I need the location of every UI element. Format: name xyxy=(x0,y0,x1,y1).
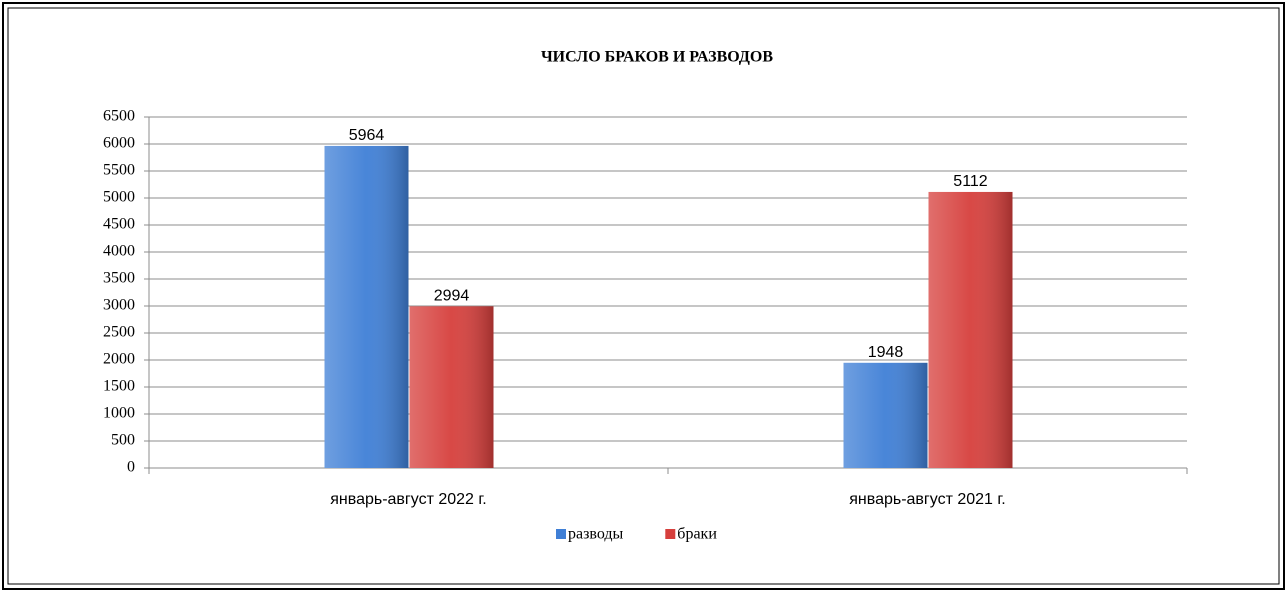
y-tick-label: 1500 xyxy=(103,378,135,395)
y-tick-label: 5000 xyxy=(103,189,135,206)
y-tick-label: 3500 xyxy=(103,270,135,287)
y-tick-label: 6000 xyxy=(103,135,135,152)
data-label: 5964 xyxy=(349,127,385,144)
legend-label: браки xyxy=(677,526,717,543)
frame-inner xyxy=(7,7,1280,585)
legend-swatch xyxy=(556,529,566,539)
x-tick-label: январь-август 2021 г. xyxy=(849,491,1005,508)
data-label: 2994 xyxy=(434,288,470,305)
y-tick-label: 4500 xyxy=(103,216,135,233)
y-tick-label: 3000 xyxy=(103,297,135,314)
x-tick-label: январь-август 2022 г. xyxy=(330,491,486,508)
data-label: 1948 xyxy=(868,344,904,361)
legend-label: разводы xyxy=(568,526,624,543)
bar-shade xyxy=(409,306,494,468)
legend-swatch xyxy=(665,529,676,539)
y-tick-label: 2500 xyxy=(103,324,135,341)
y-tick-label: 2000 xyxy=(103,351,135,368)
y-tick-label: 1000 xyxy=(103,405,135,422)
chart-title: ЧИСЛО БРАКОВ И РАЗВОДОВ xyxy=(541,49,773,66)
y-tick-label: 5500 xyxy=(103,162,135,179)
y-tick-label: 4000 xyxy=(103,243,135,260)
bar-shade xyxy=(928,191,1013,468)
y-tick-label: 6500 xyxy=(103,108,135,125)
data-label: 5112 xyxy=(953,173,988,190)
bar-shade xyxy=(324,145,409,468)
y-tick-label: 0 xyxy=(127,459,135,476)
bar-shade xyxy=(843,362,928,468)
y-tick-label: 500 xyxy=(111,432,135,449)
